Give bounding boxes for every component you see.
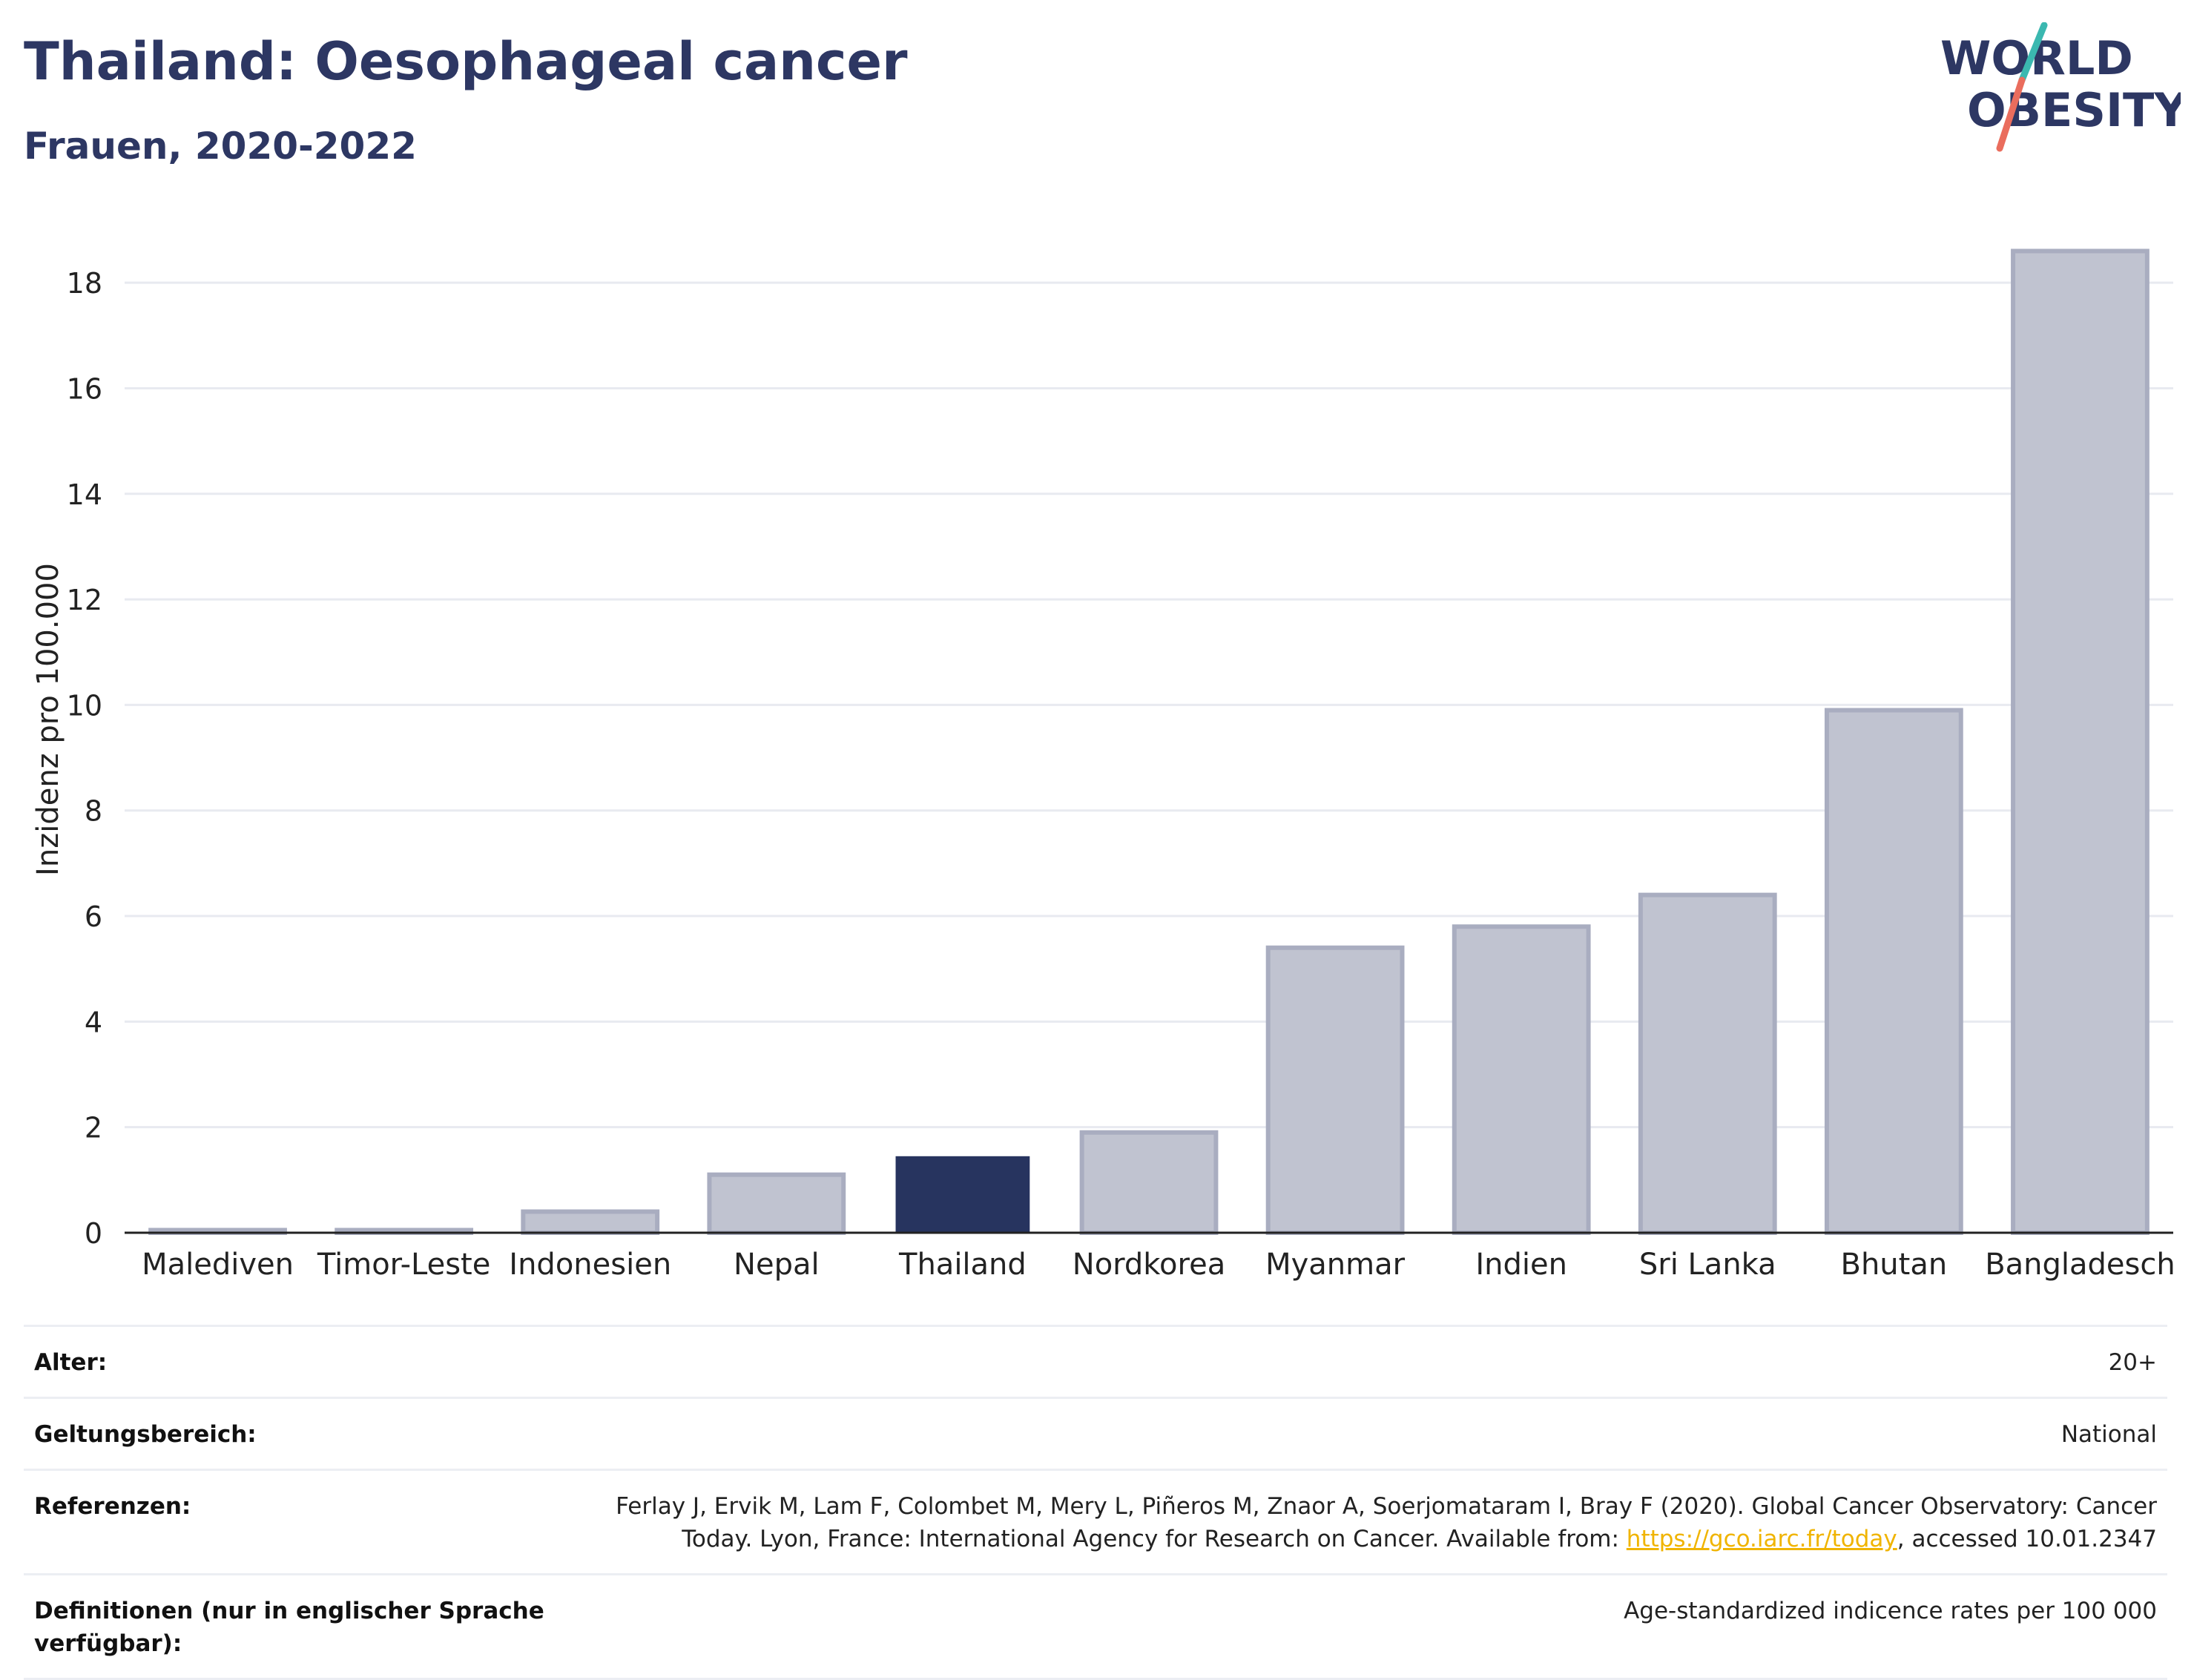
x-tick-label: Indien (1475, 1248, 1567, 1282)
meta-value: Ferlay J, Ervik M, Lam F, Colombet M, Me… (577, 1490, 2157, 1555)
meta-row-definitions: Definitionen (nur in englischer Sprache … (24, 1573, 2167, 1680)
x-tick-label: Myanmar (1265, 1248, 1406, 1282)
meta-value: 20+ (2108, 1349, 2157, 1376)
bar-indien (1452, 924, 1591, 1235)
meta-row-age: Alter: 20+ (24, 1325, 2167, 1397)
bar-nordkorea (1079, 1130, 1219, 1236)
logo-slash-coral (1996, 76, 2026, 152)
y-tick-label: 14 (67, 478, 102, 511)
y-tick-label: 2 (85, 1112, 102, 1144)
y-tick-label: 8 (85, 795, 102, 828)
chart-title: Thailand: Oesophageal cancer (24, 31, 908, 92)
bar-chart: 0 2 4 6 8 10 12 14 16 18 Malediven Timor-Leste Indon… (31, 248, 2175, 1282)
x-tick-label: Indonesien (509, 1248, 671, 1282)
x-tick-label: Sri Lanka (1639, 1248, 1776, 1282)
x-tick-label: Bangladesch (1985, 1248, 2175, 1282)
bar-nepal (707, 1172, 846, 1235)
bar-myanmar (1265, 945, 1405, 1235)
bar-bhutan (1824, 708, 1963, 1235)
meta-row-scope: Geltungsbereich: National (24, 1397, 2167, 1469)
metadata-table: Alter: 20+ Geltungsbereich: National Ref… (24, 1325, 2167, 1680)
bar-layer (148, 248, 2149, 1236)
chart-subtitle: Frauen, 2020-2022 (24, 125, 417, 168)
y-tick-label: 12 (67, 584, 102, 616)
meta-label: Referenzen: (34, 1493, 191, 1520)
y-tick-label: 16 (67, 372, 102, 405)
x-tick-label: Timor-Leste (317, 1248, 490, 1282)
meta-value: Age-standardized indicence rates per 100… (1624, 1598, 2157, 1624)
y-tick-label: 18 (67, 267, 102, 300)
bar-sri-lanka (1638, 892, 1777, 1235)
logo-text-obesity: OBESITY (1967, 83, 2181, 137)
bar-bangladesch (2011, 248, 2149, 1236)
meta-label: Definitionen (nur in englischer Sprache … (34, 1598, 544, 1657)
reference-text: Ferlay J, Ervik M, Lam F, Colombet M, Me… (616, 1493, 2157, 1552)
y-axis-label: Inzidenz pro 100.000 (31, 563, 65, 876)
bar-indonesien (521, 1209, 660, 1236)
y-tick-label: 6 (85, 900, 102, 933)
x-tick-label: Nordkorea (1073, 1248, 1225, 1282)
y-tick-label: 10 (67, 689, 102, 722)
meta-label: Geltungsbereich: (34, 1421, 257, 1448)
reference-accessed: , accessed 10.01.2347 (1897, 1526, 2157, 1552)
axis-layer: 0 2 4 6 8 10 12 14 16 18 Malediven Timor-Leste Indon… (67, 267, 2175, 1282)
meta-row-references: Referenzen: Ferlay J, Ervik M, Lam F, Co… (24, 1469, 2167, 1573)
bar-thailand (895, 1156, 1030, 1233)
x-tick-label: Thailand (898, 1248, 1027, 1282)
y-tick-label: 4 (85, 1006, 102, 1038)
meta-value: National (2060, 1421, 2157, 1448)
x-tick-label: Nepal (734, 1248, 820, 1282)
meta-label: Alter: (34, 1349, 108, 1376)
world-obesity-logo: WORLD OBESITY (1940, 22, 2181, 152)
x-tick-label: Bhutan (1841, 1248, 1948, 1282)
logo-slash-teal (2018, 22, 2048, 84)
y-tick-label: 0 (85, 1217, 102, 1250)
reference-link[interactable]: https://gco.iarc.fr/today (1626, 1526, 1897, 1552)
x-tick-label: Malediven (142, 1248, 294, 1282)
